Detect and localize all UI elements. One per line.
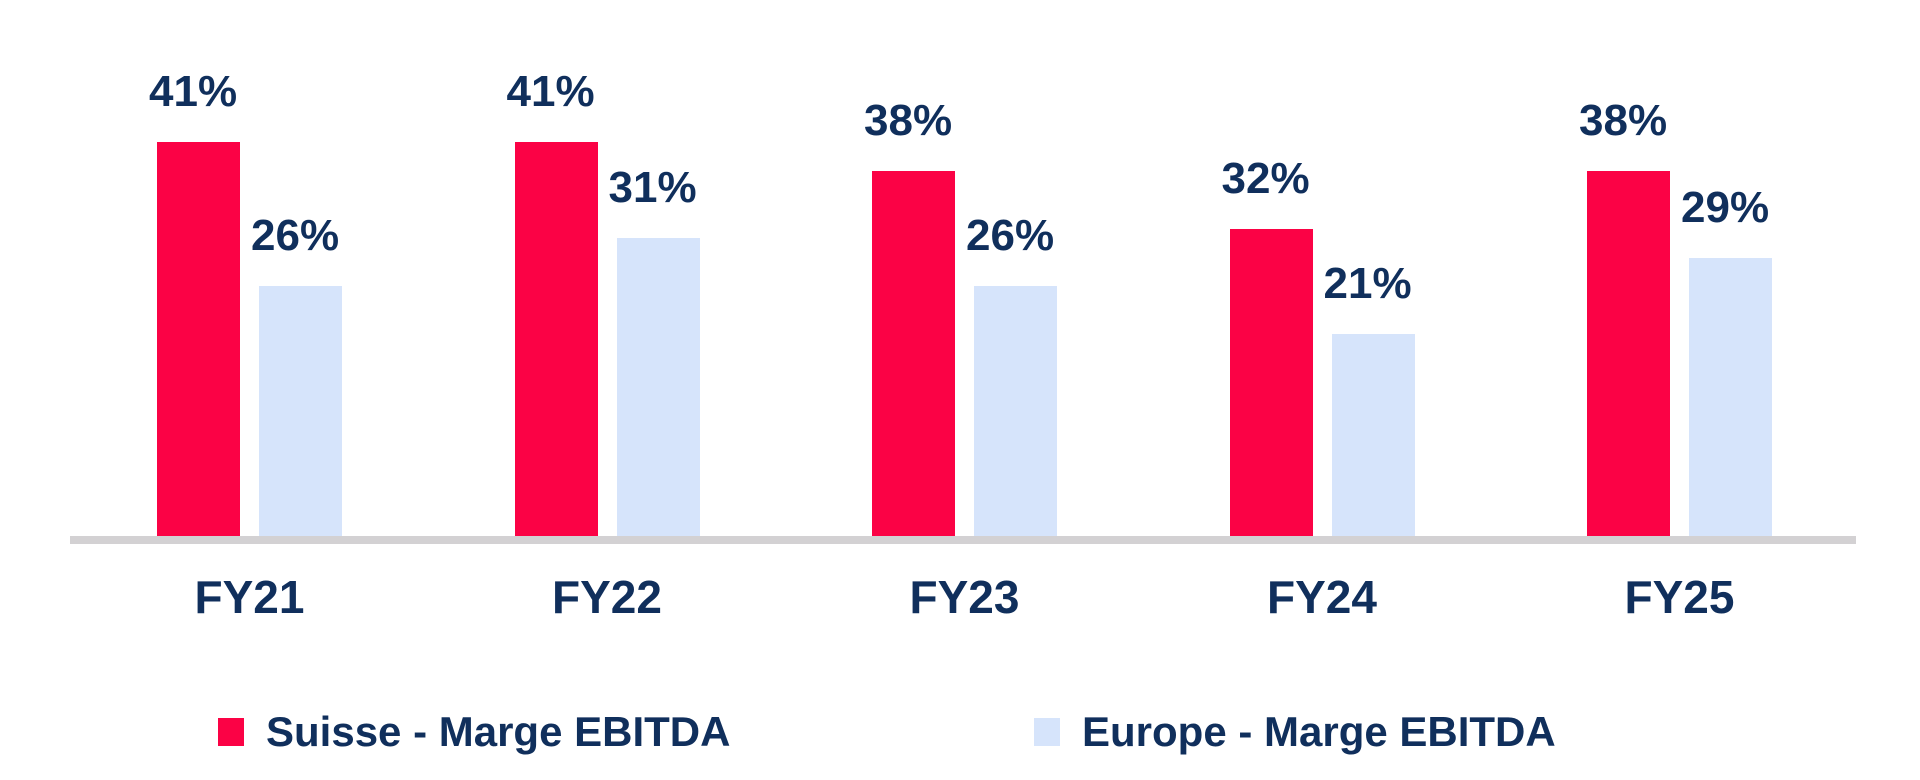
bar-europe-fy22 bbox=[616, 238, 700, 536]
bar-europe-fy25 bbox=[1689, 258, 1772, 536]
legend-item-suisse: Suisse - Marge EBITDA bbox=[218, 706, 730, 758]
value-label-europe-fy24: 21% bbox=[1323, 259, 1412, 308]
value-label-europe-fy23: 26% bbox=[966, 211, 1055, 260]
x-axis-label-fy24: FY24 bbox=[1267, 571, 1377, 623]
value-label-europe-fy22: 31% bbox=[608, 163, 697, 212]
bar-europe-fy21 bbox=[259, 286, 342, 536]
bar-europe-fy24 bbox=[1331, 334, 1415, 536]
legend-label: Europe - Marge EBITDA bbox=[1082, 708, 1556, 755]
value-label-suisse-fy24: 32% bbox=[1221, 154, 1310, 203]
legend-swatch-icon bbox=[218, 718, 244, 746]
value-label-suisse-fy22: 41% bbox=[506, 67, 595, 116]
bar-suisse-fy25 bbox=[1587, 171, 1670, 536]
bar-suisse-fy23 bbox=[872, 171, 955, 536]
x-axis-label-fy22: FY22 bbox=[552, 571, 662, 623]
bar-europe-fy23 bbox=[974, 286, 1057, 536]
chart-legend: Suisse - Marge EBITDA Europe - Marge EBIT… bbox=[0, 706, 1920, 758]
value-label-europe-fy25: 29% bbox=[1681, 183, 1770, 232]
bar-suisse-fy22 bbox=[514, 142, 598, 536]
legend-swatch-icon bbox=[1034, 718, 1060, 746]
value-label-suisse-fy21: 41% bbox=[149, 67, 238, 116]
x-axis-line bbox=[70, 536, 1856, 544]
value-label-suisse-fy25: 38% bbox=[1579, 96, 1668, 145]
x-axis-label-fy21: FY21 bbox=[194, 571, 305, 623]
x-axis-label-fy25: FY25 bbox=[1624, 571, 1735, 623]
legend-label: Suisse - Marge EBITDA bbox=[266, 708, 731, 755]
bar-suisse-fy24 bbox=[1229, 229, 1313, 536]
bar-suisse-fy21 bbox=[157, 142, 240, 536]
legend-item-europe: Europe - Marge EBITDA bbox=[1034, 706, 1556, 758]
value-label-europe-fy21: 26% bbox=[251, 211, 340, 260]
value-label-suisse-fy23: 38% bbox=[864, 96, 953, 145]
x-axis-label-fy23: FY23 bbox=[909, 571, 1020, 623]
